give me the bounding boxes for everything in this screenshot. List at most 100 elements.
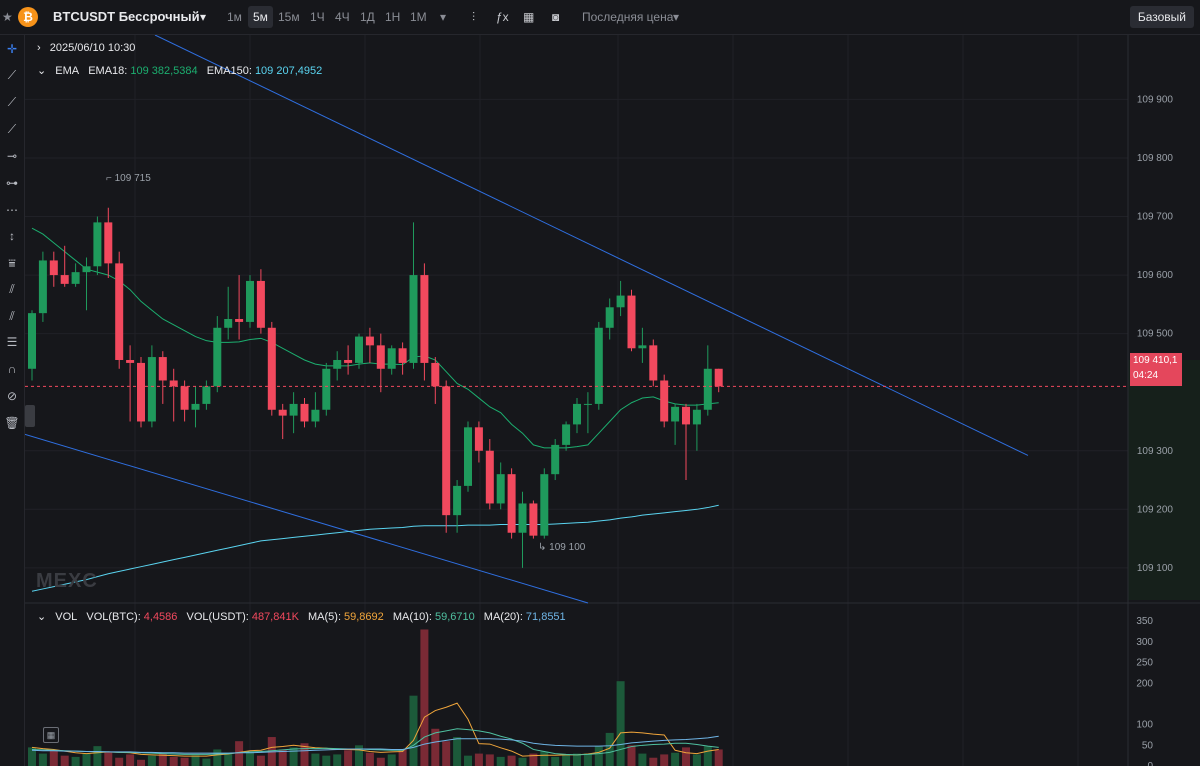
volume-bar — [322, 755, 331, 766]
candle — [71, 263, 80, 287]
candle — [267, 321, 276, 416]
trend-lines[interactable] — [25, 35, 1029, 604]
favorite-star-icon[interactable]: ★ — [2, 10, 13, 24]
tf-1d[interactable]: 1Д — [360, 10, 375, 24]
extended-line-icon[interactable]: ⟋ — [7, 122, 17, 136]
price-tick-label: 109 800 — [1137, 153, 1174, 164]
candle-body — [224, 319, 233, 328]
trend-line-icon[interactable]: ⟋ — [7, 68, 17, 82]
candle — [660, 374, 669, 428]
candle-body — [540, 474, 549, 536]
candle — [692, 403, 701, 451]
candle — [583, 392, 592, 434]
candle-body — [616, 295, 625, 308]
tf-1mo[interactable]: 1М — [410, 10, 427, 24]
pitchfork-icon[interactable]: ⫽ — [9, 309, 15, 323]
channel-icon[interactable]: ⫽ — [9, 282, 15, 296]
candle-body — [137, 362, 145, 422]
price-tick-label: 109 700 — [1137, 212, 1174, 223]
candle-body — [442, 386, 451, 516]
candle-type-icon[interactable]: ⫶ — [472, 10, 476, 24]
tf-dropdown-icon[interactable]: ▾ — [440, 10, 447, 24]
ema-label: EMA — [55, 65, 80, 77]
tf-4h[interactable]: 4Ч — [335, 10, 350, 24]
candle-body — [147, 357, 156, 422]
ema-lines — [31, 227, 719, 592]
left-scroll-handle[interactable] — [25, 405, 35, 427]
candle — [224, 286, 233, 340]
magnet-icon[interactable]: ∩ — [7, 362, 17, 376]
hide-drawings-icon[interactable]: ⊘ — [6, 389, 18, 403]
price-line-icon[interactable]: ⩸ — [8, 256, 16, 270]
symbol-selector[interactable]: BTCUSDT Бессрочный — [53, 9, 200, 24]
calendar-icon[interactable]: ▦ — [43, 727, 59, 743]
candle-body — [594, 327, 603, 404]
candle — [300, 398, 309, 428]
trash-icon[interactable]: 🗑 — [4, 416, 20, 430]
tf-5m[interactable]: 5м — [248, 6, 273, 28]
candle — [442, 380, 451, 533]
horizontal-line-icon[interactable]: ⊶ — [6, 176, 18, 190]
volume-bar — [213, 749, 222, 766]
horizontal-ray-icon[interactable]: ⊸ — [6, 149, 18, 163]
volume-bar — [573, 753, 581, 766]
base-view-button[interactable]: Базовый — [1129, 6, 1194, 28]
candle-body — [267, 327, 276, 410]
candle — [409, 222, 418, 369]
candle — [627, 289, 636, 352]
layout-grid-icon[interactable]: ▦ — [523, 10, 535, 24]
candle-body — [202, 386, 211, 404]
vertical-line-icon[interactable]: ↕ — [9, 229, 15, 243]
volume-bar — [158, 753, 167, 766]
volume-bar — [474, 753, 483, 766]
ma-lines — [31, 702, 719, 757]
volume-bar — [616, 681, 625, 766]
tf-15m[interactable]: 15м — [278, 10, 300, 24]
ema150-label: EMA150: — [206, 65, 252, 77]
volume-tick-label: 250 — [1136, 658, 1153, 669]
tf-1h[interactable]: 1Ч — [310, 10, 325, 24]
camera-icon[interactable]: ◙ — [552, 10, 560, 24]
volume-bar — [49, 750, 58, 766]
price-type-selector[interactable]: Последняя цена — [582, 10, 674, 24]
candle-body — [638, 345, 647, 349]
ema18-value: 109 382,5384 — [130, 65, 198, 77]
candle-body — [496, 474, 505, 504]
vol-expand-chevron-icon[interactable]: ⌄ — [37, 611, 47, 623]
candle-body — [573, 403, 581, 425]
low-price-tag: ↳ 109 100 — [538, 542, 586, 553]
volume-bar — [38, 753, 47, 766]
candle-body — [605, 307, 614, 328]
expand-chevron-icon[interactable]: ⌄ — [37, 65, 47, 77]
symbol-dropdown-icon[interactable]: ▾ — [200, 10, 207, 24]
crosshair-icon[interactable]: ✛ — [6, 42, 18, 56]
tf-1m[interactable]: 1м — [227, 10, 242, 24]
candle — [714, 368, 723, 393]
volume-bar — [529, 753, 538, 766]
volume-bar — [660, 754, 669, 766]
indicators-icon[interactable]: ƒx — [496, 10, 509, 24]
candle-body — [180, 386, 189, 410]
ma10-line — [31, 728, 719, 756]
price-type-dropdown-icon[interactable]: ▾ — [673, 10, 680, 24]
candle-body — [104, 222, 113, 264]
collapse-chevron-icon[interactable]: › — [37, 42, 41, 54]
tf-1w[interactable]: 1Н — [385, 10, 401, 24]
candle-body — [464, 427, 472, 486]
price-chart[interactable]: 109 900 109 800 109 700 109 600 109 500 109 3… — [25, 35, 1200, 766]
candle-body — [474, 427, 483, 451]
candle — [322, 362, 331, 416]
mexc-watermark: MEXC — [36, 570, 98, 592]
volume-bar — [224, 752, 233, 766]
fib-icon[interactable]: ☰ — [6, 335, 18, 349]
volume-bars — [28, 629, 723, 766]
volume-bar — [278, 749, 287, 766]
candles — [28, 207, 723, 568]
parallel-line-icon[interactable]: ⋯ — [6, 203, 18, 217]
volume-bar — [453, 737, 462, 766]
ray-icon[interactable]: ⟋ — [7, 95, 17, 109]
volume-bar — [115, 757, 124, 766]
candle — [191, 386, 200, 428]
volume-bar — [235, 741, 244, 766]
volume-bar — [682, 747, 690, 766]
